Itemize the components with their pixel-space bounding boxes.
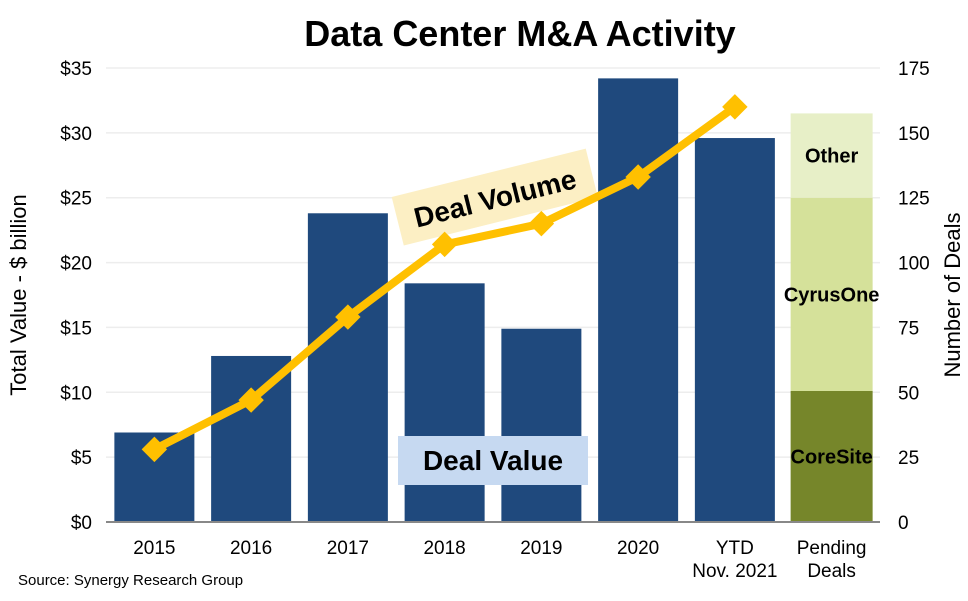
deal-volume-marker: [722, 94, 748, 120]
bar-pending-coresite: [790, 390, 873, 522]
source-note: Source: Synergy Research Group: [18, 572, 243, 589]
x-tick-label: 2019: [520, 538, 562, 559]
deal-value-label-box: [398, 436, 588, 485]
y2-tick-label: 50: [898, 383, 919, 404]
y-tick-label: $35: [60, 59, 92, 80]
bar-deal-value: [501, 328, 582, 522]
pending-segment-label: CyrusOne: [784, 284, 880, 306]
chart-title: Data Center M&A Activity: [304, 13, 735, 54]
x-tick-label: 2017: [327, 538, 369, 559]
y-tick-label: $25: [60, 189, 92, 210]
deal-volume-marker: [141, 436, 168, 463]
x-tick-label: 2016: [230, 538, 272, 559]
x-tick-label: Deals: [807, 561, 856, 582]
y2-tick-label: 175: [898, 59, 930, 80]
x-tick-label: 2020: [617, 538, 659, 559]
x-tick-label: YTD: [716, 538, 754, 559]
bar-deal-value: [598, 78, 679, 523]
deal-volume-marker: [528, 210, 555, 237]
deal-volume-label-box: [391, 148, 598, 246]
bar-pending-cyrusone: [790, 197, 873, 391]
y2-tick-label: 100: [898, 254, 930, 275]
deal-volume-marker: [238, 387, 264, 413]
y-tick-label: $5: [71, 448, 92, 469]
y-tick-label: $30: [60, 124, 92, 145]
bar-deal-value: [211, 355, 292, 522]
y-axis-label: Total Value - $ billion: [6, 194, 31, 395]
y-tick-label: $15: [60, 318, 92, 339]
x-tick-label: 2018: [423, 538, 465, 559]
y2-tick-label: 75: [898, 318, 919, 339]
y-tick-label: $0: [71, 513, 92, 534]
x-tick-label: 2015: [133, 538, 175, 559]
bar-deal-value: [307, 213, 388, 522]
bar-deal-value: [694, 138, 775, 522]
y-tick-label: $20: [60, 254, 92, 275]
deal-volume-marker: [335, 304, 361, 330]
deal-volume-marker: [625, 164, 651, 190]
y2-tick-label: 0: [898, 513, 909, 534]
bar-pending-other: [790, 113, 873, 198]
deal-volume-marker: [431, 231, 458, 258]
y2-tick-label: 25: [898, 448, 919, 469]
bar-deal-value: [404, 283, 485, 522]
y2-axis-label: Number of Deals: [940, 212, 965, 377]
y2-tick-label: 125: [898, 189, 930, 210]
y-tick-label: $10: [60, 383, 92, 404]
pending-segment-label: Other: [805, 146, 859, 168]
x-tick-label: Pending: [797, 538, 867, 559]
y2-tick-label: 150: [898, 124, 930, 145]
pending-segment-label: CoreSite: [791, 446, 873, 468]
x-tick-label: Nov. 2021: [692, 561, 777, 582]
deal-value-label: Deal Value: [423, 445, 563, 476]
